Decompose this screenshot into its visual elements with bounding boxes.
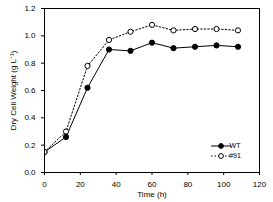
svg-text:0.4: 0.4 — [24, 113, 36, 122]
svg-text:0.0: 0.0 — [24, 168, 36, 177]
svg-text:WT: WT — [230, 142, 242, 149]
svg-text:#91: #91 — [229, 152, 241, 159]
svg-text:Time (h): Time (h) — [137, 190, 167, 199]
svg-text:0.8: 0.8 — [24, 59, 36, 68]
svg-text:0.6: 0.6 — [24, 86, 36, 95]
svg-text:0: 0 — [42, 180, 47, 189]
svg-text:120: 120 — [253, 180, 267, 189]
svg-text:20: 20 — [76, 180, 85, 189]
svg-text:100: 100 — [217, 180, 231, 189]
svg-text:1.2: 1.2 — [24, 4, 36, 13]
svg-text:1.0: 1.0 — [24, 31, 36, 40]
svg-text:80: 80 — [183, 180, 192, 189]
svg-text:60: 60 — [148, 180, 157, 189]
svg-text:Dry Cell Weight (g L⁻¹): Dry Cell Weight (g L⁻¹) — [9, 50, 18, 130]
svg-text:40: 40 — [112, 180, 121, 189]
svg-text:0.2: 0.2 — [24, 141, 36, 150]
